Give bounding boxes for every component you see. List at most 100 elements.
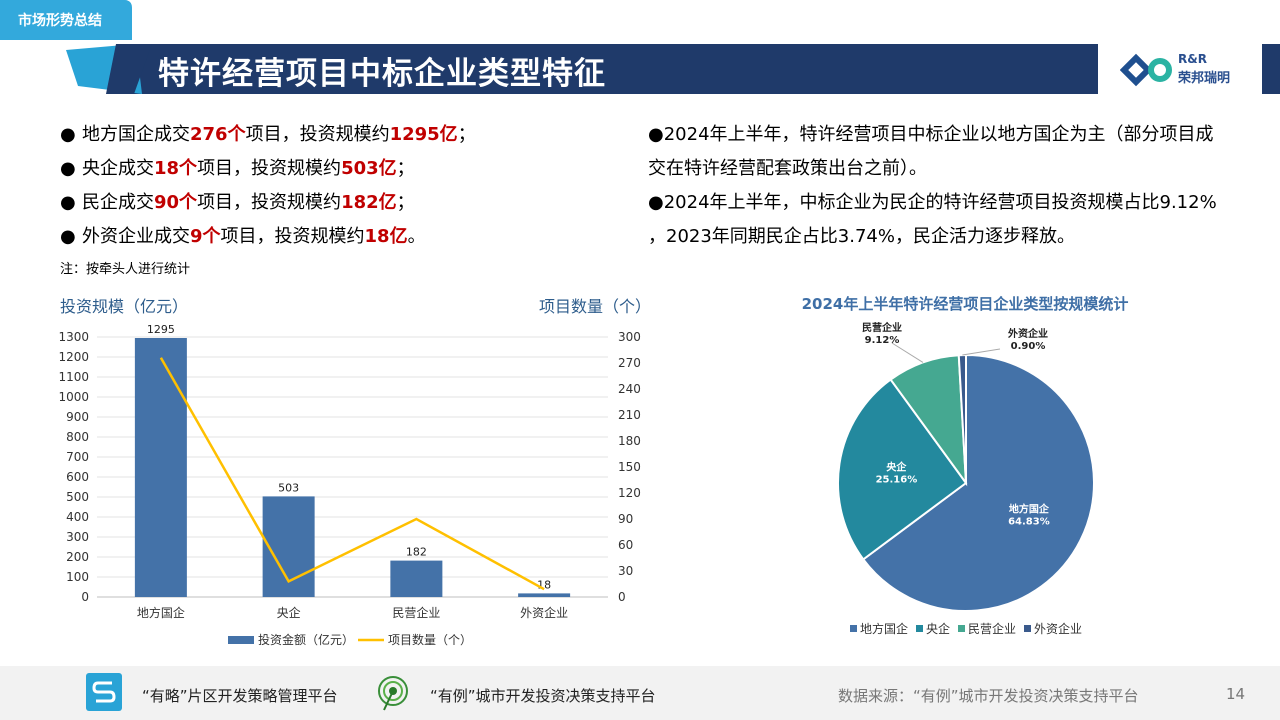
bullet-item: ● 央企成交18个项目，投资规模约503亿；: [60, 152, 415, 186]
highlight-count: 90个: [154, 192, 198, 213]
bullet-punct: ；: [396, 192, 415, 213]
category-label: 外资企业: [520, 605, 568, 620]
right-axis-title: 项目数量（个）: [539, 297, 652, 316]
left-tick-label: 1200: [58, 350, 89, 364]
bullet-dot-icon: ●: [60, 124, 76, 145]
bar: [518, 593, 571, 597]
bullet-text: 项目，投资规模约: [220, 226, 365, 247]
title-bar: [66, 44, 1098, 94]
right-tick-label: 210: [618, 408, 641, 422]
legend-label: 外资企业: [1034, 621, 1082, 636]
legend-label: 地方国企: [860, 621, 908, 636]
combo-chart: 0100200300400500600700800900100011001200…: [58, 323, 641, 647]
legend-label: 投资金额（亿元）: [258, 632, 354, 647]
bar-value-label: 182: [406, 546, 427, 559]
category-label: 地方国企: [137, 605, 185, 620]
bar-value-label: 18: [537, 578, 551, 591]
left-tick-label: 0: [81, 590, 89, 604]
right-tick-label: 0: [618, 590, 626, 604]
bullet-text: 地方国企成交: [82, 124, 190, 145]
pie-chart-title: 2024年上半年特许经营项目企业类型按规模统计: [801, 295, 1129, 313]
pie-slice: [837, 378, 968, 561]
left-tick-label: 700: [66, 450, 89, 464]
legend-swatch: [1024, 625, 1031, 632]
slice-percent: 64.83%: [1008, 517, 1050, 528]
bullet-punct: 。: [407, 226, 426, 247]
slice-label: 外资企业: [1007, 327, 1048, 340]
bullet-item: ● 外资企业成交9个项目，投资规模约18亿。: [60, 220, 426, 254]
right-tick-label: 270: [618, 356, 641, 370]
right-tick-label: 150: [618, 460, 641, 474]
bullet-text: 项目，投资规模约: [197, 158, 342, 179]
bullet-dot-icon: ●: [60, 158, 76, 179]
leader-line: [962, 348, 1001, 356]
bar: [134, 338, 187, 597]
count-line: [159, 357, 545, 591]
category-label: 民营企业: [392, 605, 440, 620]
right-tick-label: 60: [618, 538, 633, 552]
footer-bar: [0, 666, 1280, 720]
footer-platform-2: “有例”城市开发投资决策支持平台: [430, 687, 656, 705]
legend-label: 央企: [926, 621, 950, 636]
left-tick-label: 600: [66, 470, 89, 484]
bullet-item: ● 地方国企成交276个项目，投资规模约1295亿；: [60, 118, 476, 152]
left-tick-label: 1300: [58, 330, 89, 344]
bullet-text: 项目，投资规模约: [245, 124, 390, 145]
company-logo-icon: [1120, 53, 1172, 87]
left-tick-label: 300: [66, 530, 89, 544]
right-tick-label: 180: [618, 434, 641, 448]
slice-label: 民营企业: [862, 321, 902, 334]
legend-swatch-bar: [228, 636, 254, 644]
left-tick-label: 1100: [58, 370, 89, 384]
page-title: 特许经营项目中标企业类型特征: [158, 56, 606, 92]
bullet-text: 央企成交: [82, 158, 154, 179]
pie-slice: [861, 353, 1095, 612]
pie-slice: [957, 353, 967, 484]
pie-chart: 地方国企64.83%央企25.16%民营企业9.12%外资企业0.90%地方国企…: [837, 321, 1095, 636]
bar-value-label: 1295: [147, 323, 175, 336]
left-axis-title: 投资规模（亿元）: [60, 297, 189, 316]
legend-swatch: [958, 625, 965, 632]
slice-percent: 25.16%: [876, 474, 918, 485]
summary-line: ，2023年同期民企占比3.74%，民企活力逐步释放。: [648, 226, 1075, 247]
left-tick-label: 800: [66, 430, 89, 444]
bar: [390, 560, 443, 597]
slice-label: 央企: [886, 460, 907, 473]
highlight-count: 9个: [190, 226, 221, 247]
highlight-count: 18个: [154, 158, 198, 179]
slice-percent: 9.12%: [865, 335, 900, 346]
bullet-dot-icon: ●: [60, 192, 76, 213]
right-tick-label: 300: [618, 330, 641, 344]
legend-label: 民营企业: [968, 621, 1016, 636]
legend-label: 项目数量（个）: [388, 632, 472, 647]
slice-percent: 0.90%: [1011, 341, 1046, 352]
logo-text-cn: 荣邦瑞明: [1178, 71, 1231, 86]
highlight-amount: 182亿: [341, 192, 397, 213]
category-label: 央企: [277, 605, 301, 620]
bullet-dot-icon: ●: [60, 226, 76, 247]
left-tick-label: 900: [66, 410, 89, 424]
legend-swatch: [850, 625, 857, 632]
left-tick-label: 200: [66, 550, 89, 564]
header-accent: [1262, 44, 1280, 94]
bullet-punct: ；: [396, 158, 415, 179]
logo-text-en: R&R: [1178, 52, 1207, 66]
highlight-count: 276个: [190, 124, 246, 145]
slice-label: 地方国企: [1009, 503, 1050, 516]
left-tick-label: 100: [66, 570, 89, 584]
section-tag: 市场形势总结: [18, 13, 102, 29]
leader-line: [891, 342, 924, 363]
right-tick-label: 30: [618, 564, 633, 578]
section-tag-shape: [0, 0, 132, 40]
bar-value-label: 503: [278, 481, 299, 494]
left-tick-label: 1000: [58, 390, 89, 404]
highlight-amount: 1295亿: [389, 124, 458, 145]
bullet-text: 民企成交: [82, 192, 154, 213]
summary-line: ●2024年上半年，特许经营项目中标企业以地方国企为主（部分项目成: [648, 124, 1214, 145]
bullet-item: ● 民企成交90个项目，投资规模约182亿；: [60, 186, 415, 220]
youli-platform-icon: [378, 676, 408, 711]
bullet-text: 项目，投资规模约: [197, 192, 342, 213]
left-tick-label: 500: [66, 490, 89, 504]
right-tick-label: 90: [618, 512, 633, 526]
summary-line: ●2024年上半年，中标企业为民企的特许经营项目投资规模占比9.12%: [648, 192, 1217, 213]
